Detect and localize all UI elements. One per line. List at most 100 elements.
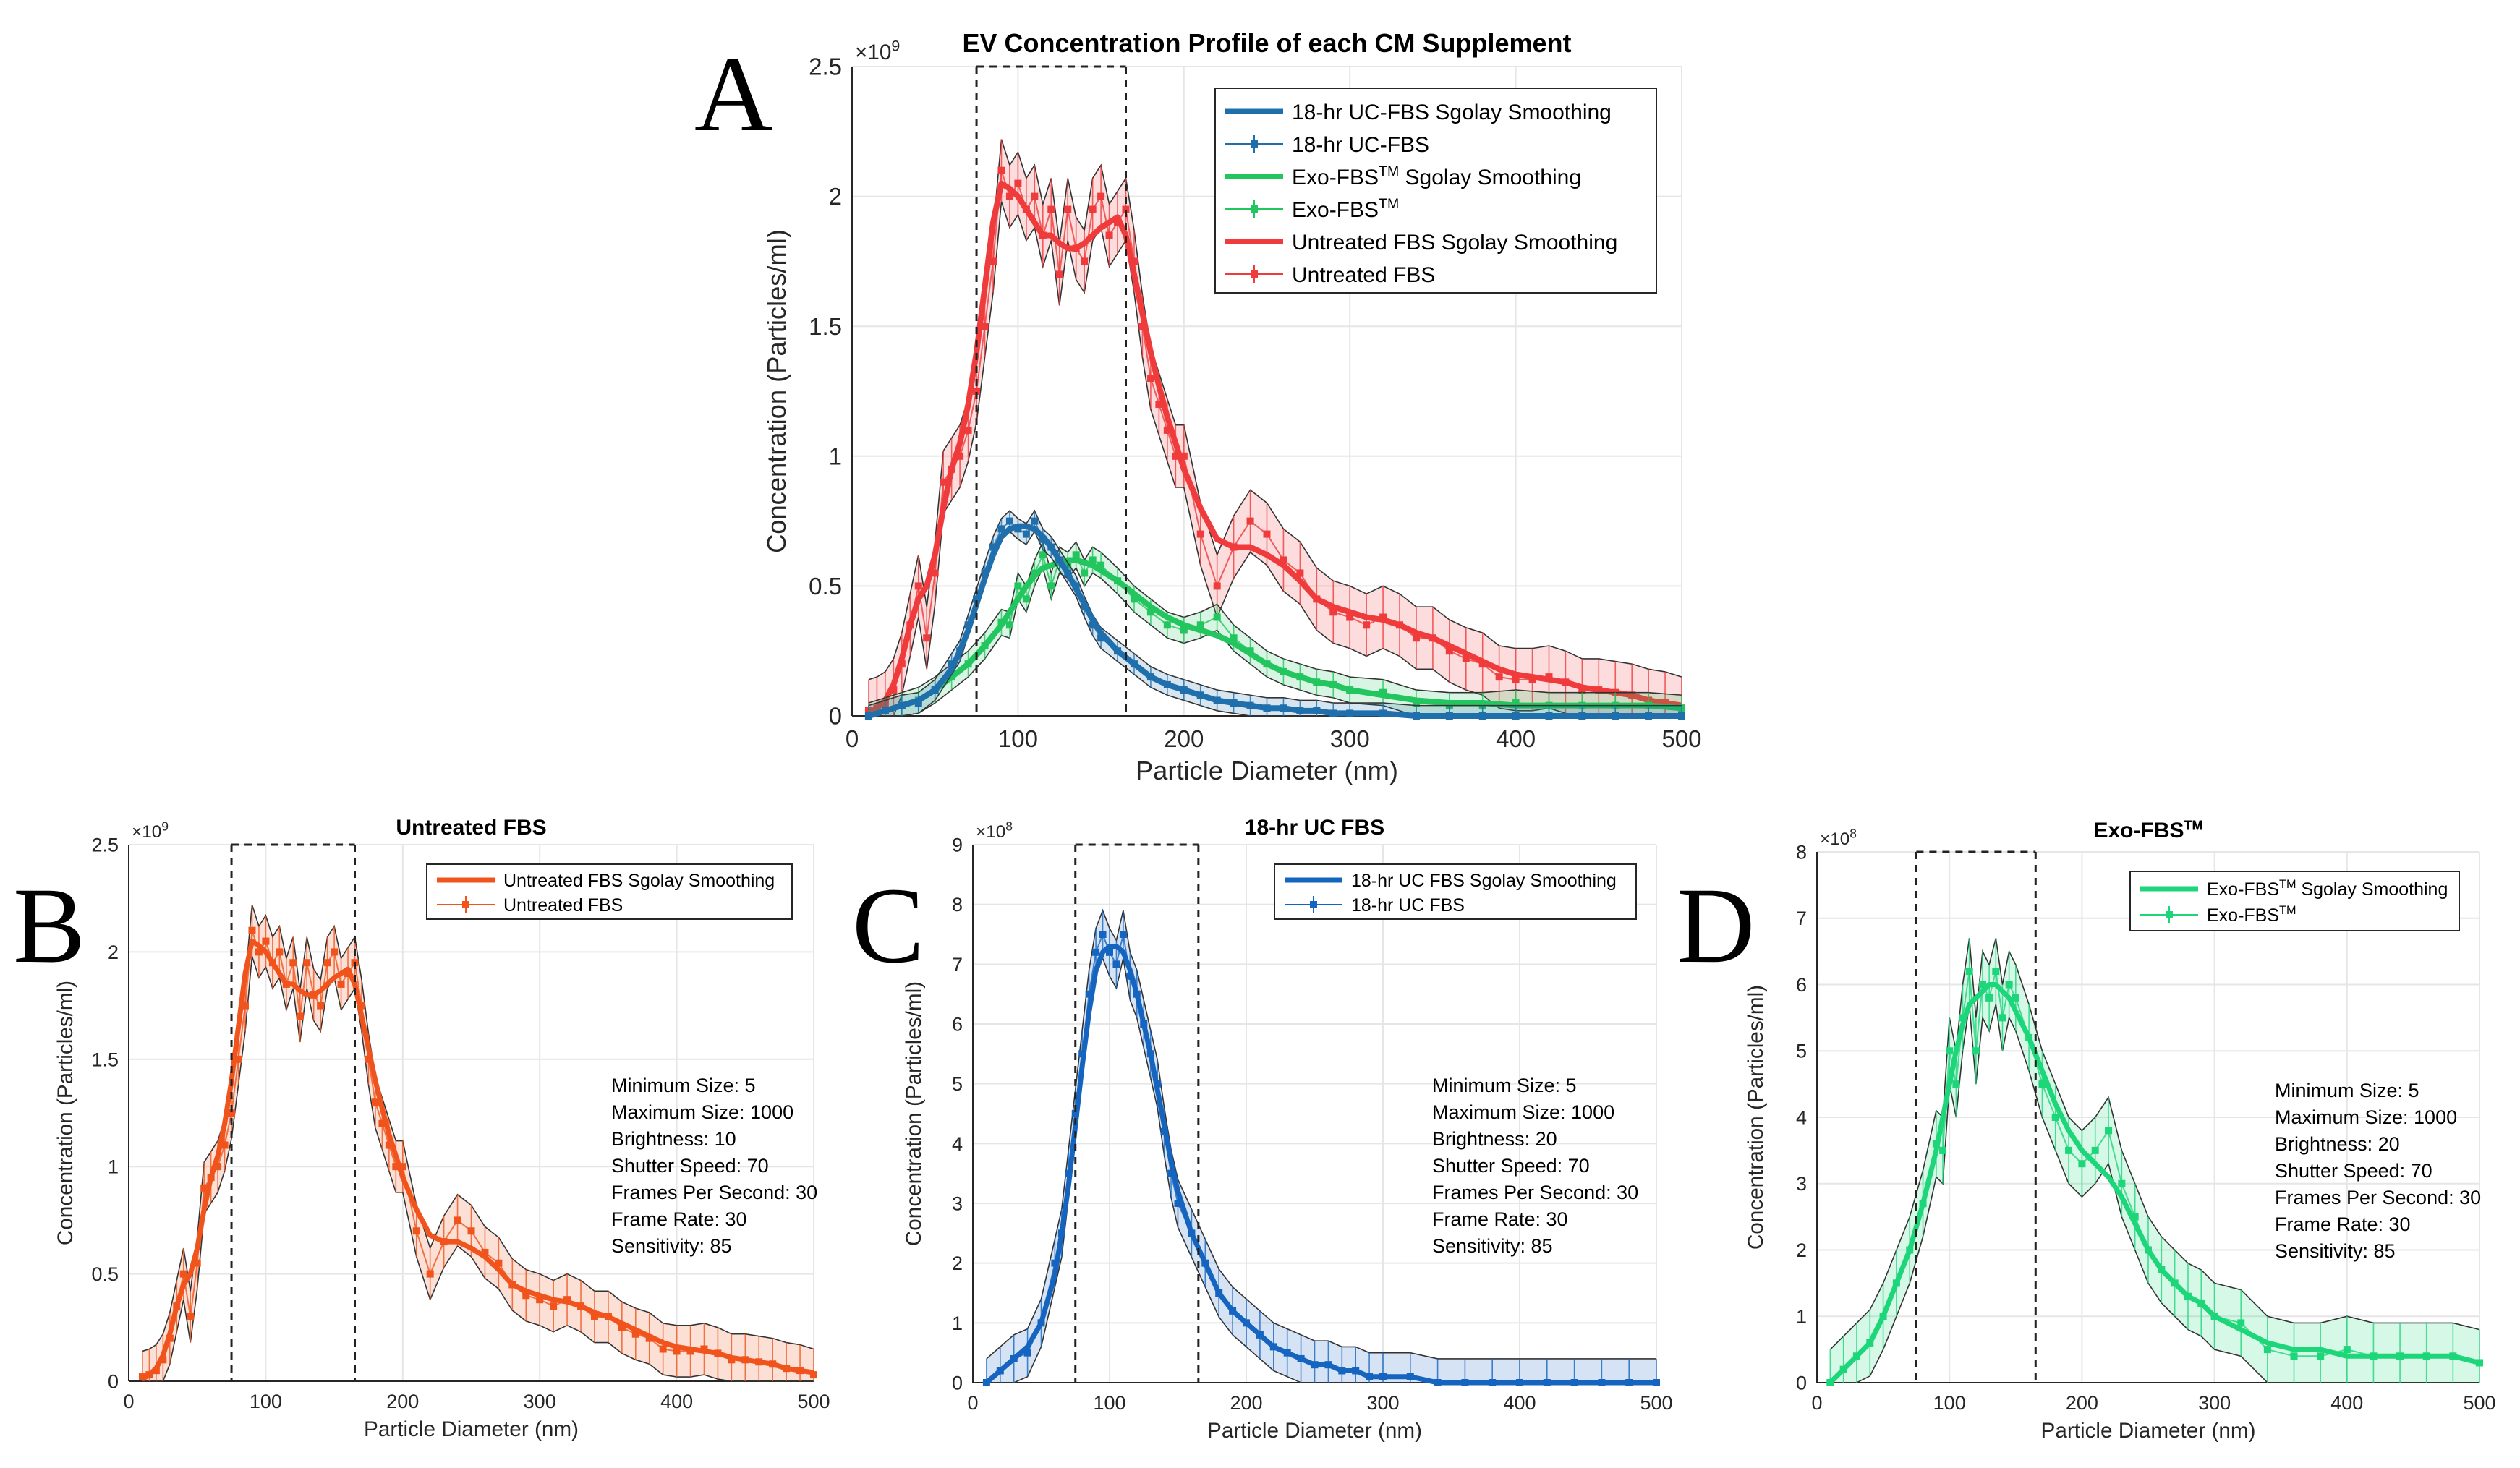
data-point [741, 1356, 749, 1364]
data-point [200, 1184, 208, 1192]
data-point [1031, 517, 1039, 525]
data-point [2038, 1080, 2046, 1088]
panel-letter-d: D [1677, 866, 1755, 986]
data-point [810, 1371, 817, 1379]
data-point [1163, 426, 1171, 434]
data-point [1081, 569, 1089, 577]
data-point [1478, 712, 1486, 720]
data-point [1434, 1379, 1442, 1386]
data-point [1130, 257, 1138, 265]
data-point [467, 1227, 475, 1235]
data-point [1014, 582, 1022, 590]
data-point [1155, 400, 1163, 408]
data-point [1081, 603, 1089, 611]
data-point [1213, 696, 1221, 704]
chart-panel-d: 0 1 2 3 4 5 6 7 8 0 100 200 300 400 500 ×108 Exo-FBSTM Pa… [1744, 819, 2496, 1443]
data-point [1097, 561, 1105, 569]
data-point [673, 1347, 681, 1355]
panel-letter-b: B [13, 866, 85, 986]
data-point [1246, 647, 1254, 655]
y-tick-label: 1 [1796, 1306, 1807, 1328]
chart-panel-a: 0 0.5 1 1.5 2 2.5 0 100 200 300 400 500 ×109 EV Conce… [762, 28, 1702, 785]
data-point [1163, 680, 1171, 688]
data-point [1180, 452, 1188, 460]
y-tick-label: 0.5 [91, 1263, 119, 1285]
data-point [145, 1371, 153, 1379]
data-point [1998, 1014, 2006, 1022]
legend-tm: TM [1379, 163, 1399, 179]
data-point [1146, 375, 1154, 383]
data-point [1047, 205, 1055, 213]
data-point [1478, 660, 1486, 668]
data-point [1528, 675, 1536, 683]
data-point [1047, 543, 1055, 551]
y-tick-label: 5 [1796, 1041, 1807, 1062]
data-point [997, 525, 1005, 533]
y-axis-label: Concentration (Particles/ml) [54, 981, 77, 1245]
data-point [981, 569, 989, 577]
data-point [982, 1379, 990, 1386]
y-axis-label: Concentration (Particles/ml) [1744, 985, 1768, 1250]
data-point [1346, 686, 1354, 694]
data-point [1570, 1379, 1578, 1386]
data-point [1329, 608, 1337, 616]
data-point [1119, 931, 1127, 938]
smoothing-line [867, 557, 1682, 719]
legend-box [1214, 88, 1657, 294]
data-point [1311, 1361, 1319, 1369]
data-point [1263, 530, 1271, 538]
x-tick-label: 300 [2198, 1392, 2231, 1414]
data-point [1072, 582, 1080, 590]
data-point [522, 1292, 530, 1300]
data-point [1852, 1352, 1860, 1360]
y-tick-label: 1 [829, 443, 842, 469]
data-point [1445, 647, 1453, 655]
y-tick-label: 1.5 [809, 313, 842, 340]
data-point [508, 1281, 516, 1289]
y-tick-label: 5 [952, 1073, 963, 1095]
data-point [1146, 1050, 1154, 1058]
y-tick-label: 1 [108, 1156, 119, 1178]
data-point [923, 634, 931, 642]
data-point [2005, 981, 2013, 989]
data-point [981, 642, 989, 650]
data-point [1055, 556, 1063, 564]
data-point [1089, 205, 1097, 213]
axis-exponent: ×109 [855, 37, 900, 64]
data-point [1071, 1110, 1079, 1117]
legend-label: 18-hr UC-FBS Sgolay Smoothing [1292, 101, 1612, 124]
data-point [1154, 1080, 1162, 1088]
data-point [2065, 1146, 2073, 1154]
data-point [1628, 691, 1636, 699]
data-point [207, 1174, 215, 1182]
data-point [686, 1347, 694, 1355]
data-point [1064, 569, 1072, 577]
data-point [1167, 1169, 1175, 1177]
data-point [1138, 323, 1146, 330]
data-point [152, 1367, 160, 1375]
data-point [2396, 1352, 2404, 1360]
y-axis-label: Concentration (Particles/ml) [762, 229, 791, 553]
axis-exponent-power: 8 [1005, 819, 1013, 834]
legend-label: 18-hr UC-FBS [1292, 133, 1429, 157]
data-point [344, 970, 352, 978]
data-point [1005, 517, 1013, 525]
setting-line: Frames Per Second: 30 [1432, 1182, 1638, 1203]
data-point [187, 1313, 195, 1320]
chart-panel-b: 0 0.5 1 1.5 2 2.5 0 100 200 300 400 500 ×109 Untreate… [54, 816, 830, 1441]
data-point [645, 1334, 653, 1342]
data-point [2145, 1246, 2152, 1254]
x-tick-label: 500 [2463, 1392, 2495, 1414]
data-point [1146, 608, 1154, 616]
data-point [357, 1002, 365, 1010]
data-point [317, 1002, 325, 1010]
legend-label: 18-hr UC FBS [1351, 895, 1465, 916]
settings-block-d: Minimum Size: 5 Maximum Size: 1000 Brigh… [2275, 1080, 2481, 1262]
data-point [1406, 1373, 1414, 1380]
legend-label-rest: Sgolay Smoothing [1399, 166, 1581, 189]
data-point [1839, 1365, 1847, 1373]
x-tick-label: 100 [1093, 1392, 1125, 1414]
setting-line: Sensitivity: 85 [1432, 1235, 1553, 1257]
data-point [1230, 699, 1238, 707]
